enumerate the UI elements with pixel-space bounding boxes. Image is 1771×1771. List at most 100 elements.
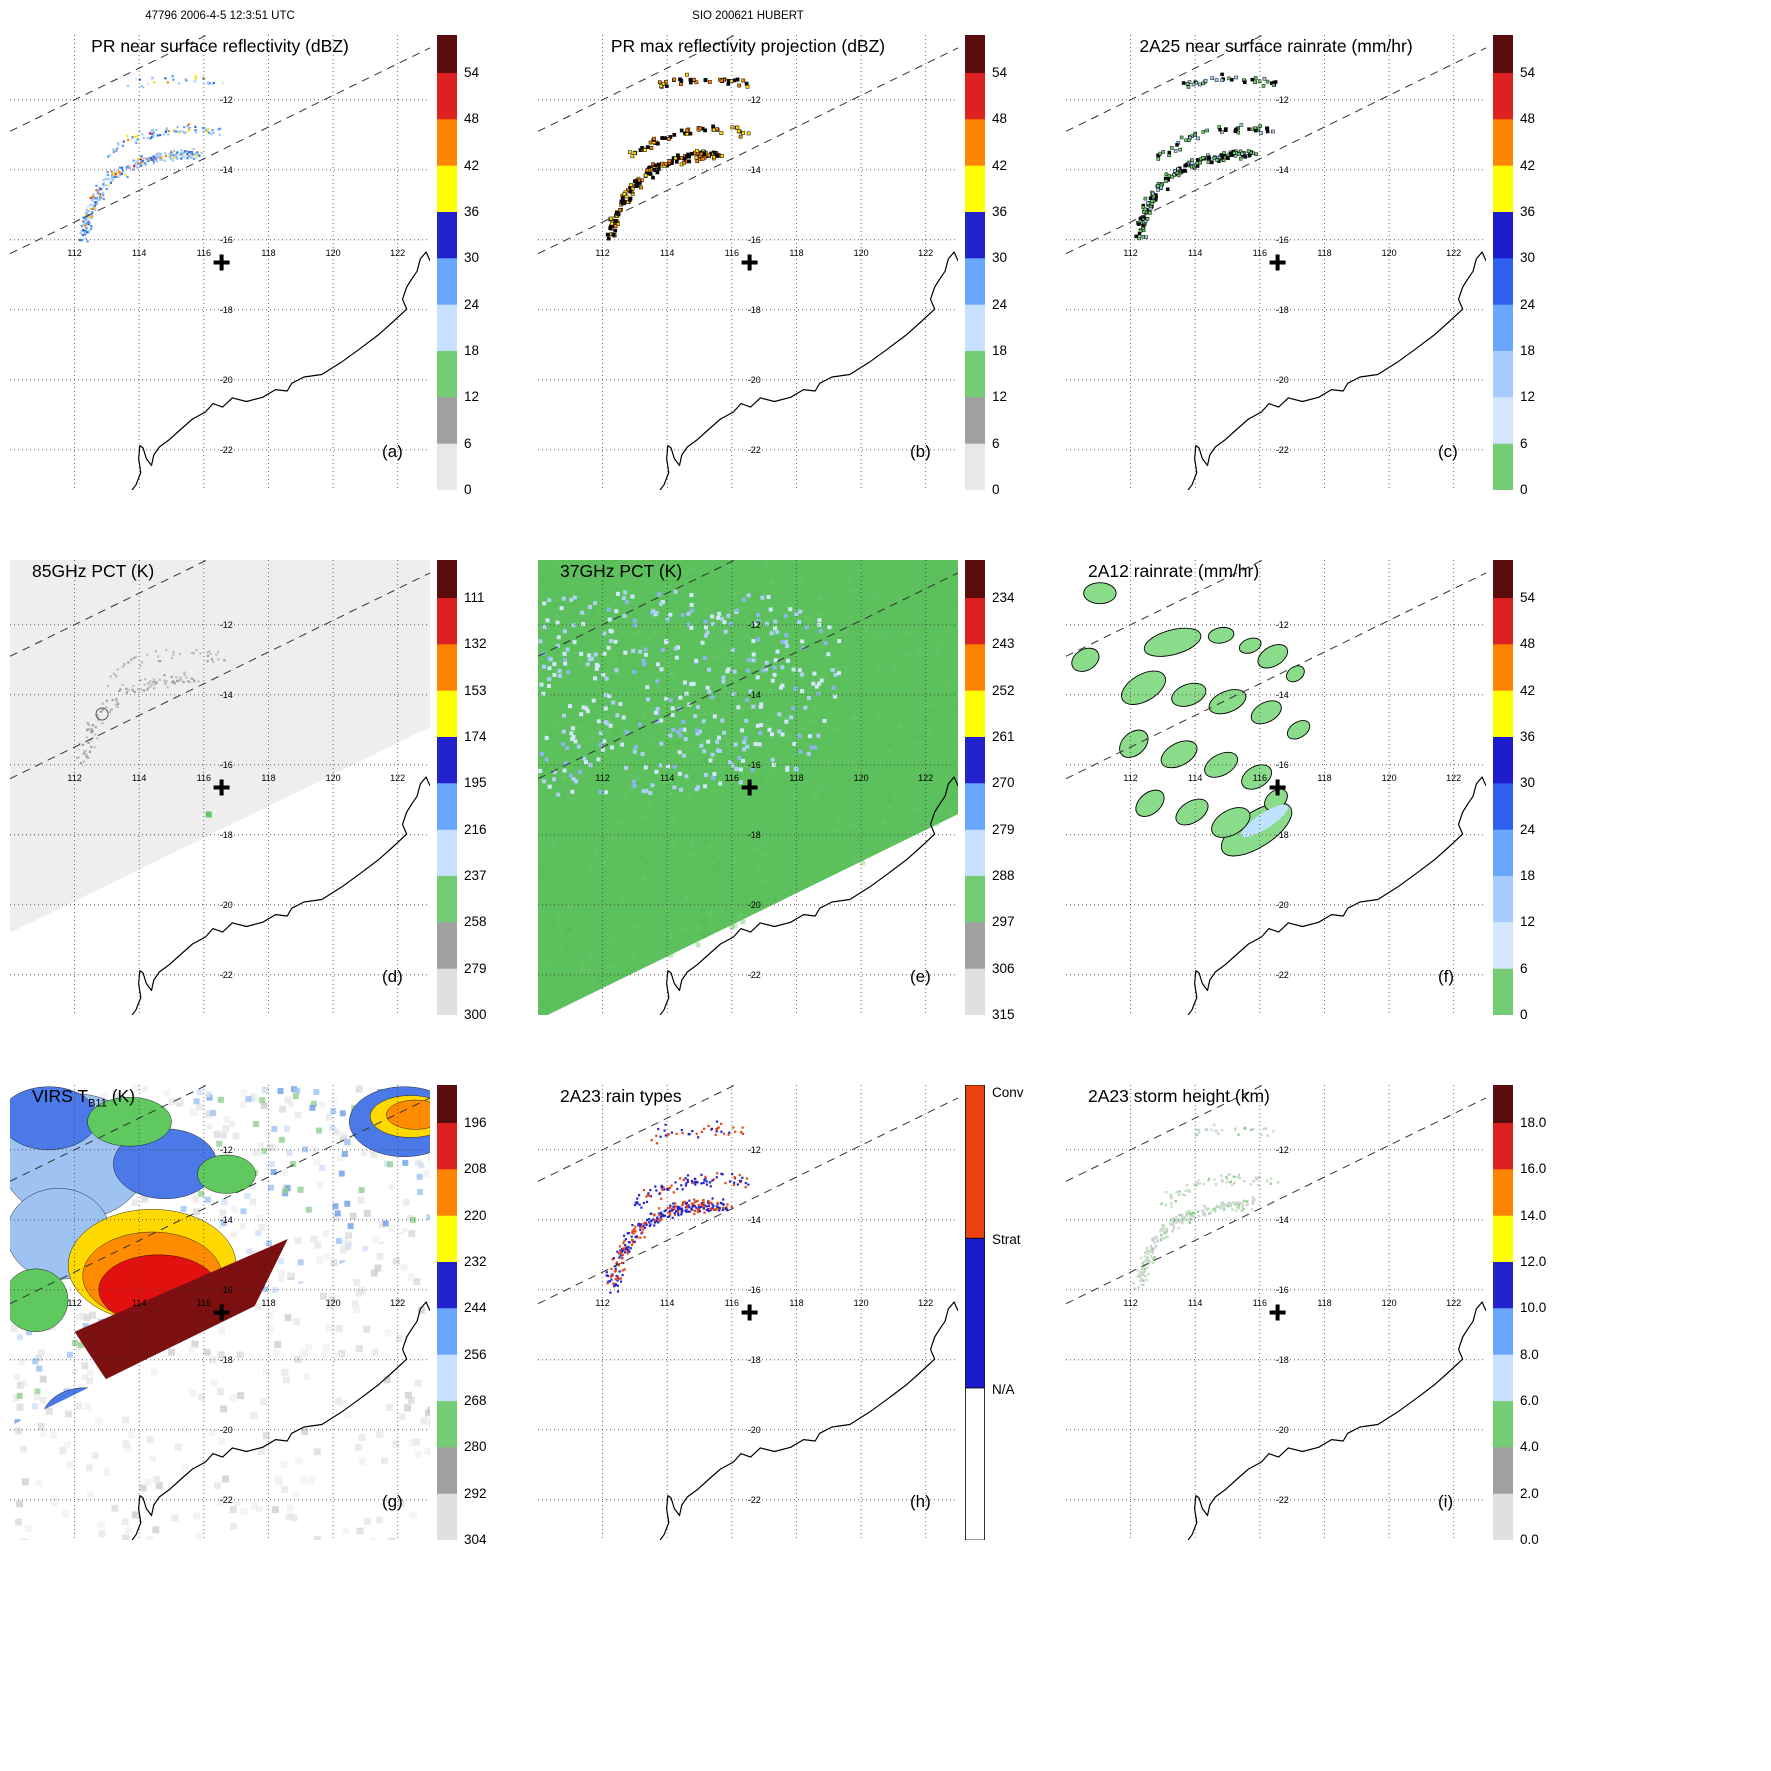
svg-text:118: 118 — [789, 248, 803, 258]
colorbar-g — [437, 1085, 457, 1541]
colorbar-a — [437, 35, 457, 491]
colorbar-tick-label: 18 — [464, 343, 480, 358]
coastline-path — [659, 251, 959, 491]
panel-letter-i: (i) — [1438, 1492, 1454, 1511]
colorbar-tick-label: 315 — [992, 1007, 1015, 1022]
colorbar-segment — [437, 258, 457, 306]
colorbar-tick-label: 220 — [464, 1207, 487, 1223]
storm-center-cross — [1269, 779, 1286, 796]
panel-title-text: PR max reflectivity projection (dBZ) — [610, 36, 886, 56]
colorbar-tick-label: 36 — [1520, 729, 1536, 744]
colorbar-segment — [1493, 1354, 1513, 1402]
svg-text:-18: -18 — [748, 305, 761, 315]
map-d: 112 114 116 118 120 122 -12 -14 -16 -18 -20 -22 — [9, 559, 431, 1016]
colorbar-tick-label: 300 — [464, 1007, 487, 1022]
colorbar-tick-label: 12.0 — [1520, 1254, 1547, 1269]
svg-text:-12: -12 — [748, 1145, 761, 1155]
colorbar-segment — [1493, 968, 1513, 1016]
colorbar-tick-label: 12 — [1520, 389, 1536, 405]
panel-title-text: 2A23 storm height (km) — [1088, 1086, 1270, 1106]
colorbar-segment — [965, 968, 985, 1016]
panel-title-a: PR near surface reflectivity (dBZ) — [10, 36, 430, 60]
panel-title-h: 2A23 rain types — [560, 1086, 682, 1110]
svg-text:-12: -12 — [748, 95, 761, 105]
swath-edge-1 — [1065, 1084, 1264, 1182]
colorbar-tick-label: 42 — [1520, 682, 1536, 698]
colorbar-segment — [437, 1262, 457, 1309]
coastline-path — [1187, 1301, 1487, 1541]
svg-text:-12: -12 — [220, 95, 233, 105]
panel-letter-e: (e) — [910, 967, 931, 986]
colorbar-segment — [1493, 212, 1513, 259]
colorbar-tick-label: 279 — [464, 960, 487, 976]
colorbar-tick-label: 258 — [464, 914, 487, 930]
svg-text:-22: -22 — [1276, 445, 1289, 455]
coastline-path — [659, 776, 959, 1016]
storm-center-cross — [213, 1304, 230, 1321]
map-svg-c: 112 114 116 118 120 122 -12 -14 -16 -18 -20 -22 — [1065, 34, 1487, 491]
scan-header: 47796 2006-4-5 12:3:51 UTC — [145, 10, 295, 22]
svg-text:-16: -16 — [748, 1285, 761, 1295]
svg-text:-14: -14 — [1276, 690, 1289, 700]
svg-text:-18: -18 — [1276, 830, 1289, 840]
colorbar-tick-label: 18 — [1520, 343, 1536, 358]
colorbar-segment — [1493, 737, 1513, 784]
colorbar-c — [1493, 35, 1513, 491]
colorbar-tick-label: 36 — [1520, 204, 1536, 219]
coastline-path — [131, 776, 431, 1016]
map-e: 112 114 116 118 120 122 -12 -14 -16 -18 -20 -22 — [537, 559, 961, 1016]
svg-text:-12: -12 — [220, 620, 233, 630]
svg-text:112: 112 — [595, 1298, 609, 1308]
svg-text:116: 116 — [1253, 248, 1267, 258]
colorbar-tick-label: 111 — [464, 590, 485, 605]
colorbar-segment — [965, 443, 985, 491]
colorbar-segment — [437, 1354, 457, 1402]
swath-edge-2 — [1065, 572, 1487, 780]
svg-text:-16: -16 — [220, 235, 233, 245]
svg-text:116: 116 — [725, 1298, 739, 1308]
colorbar-segment — [437, 922, 457, 970]
swath-edge-1 — [1065, 559, 1264, 657]
svg-text:-22: -22 — [748, 970, 761, 980]
svg-text:120: 120 — [854, 248, 869, 258]
map-h: 112 114 116 118 120 122 -12 -14 -16 -18 -20 -22 — [537, 1084, 959, 1541]
swath-edge-1 — [1065, 34, 1264, 132]
colorbar-segment — [965, 212, 985, 259]
colorbar-segment — [437, 443, 457, 491]
map-g: 112 114 116 118 120 122 -12 -14 -16 -18 -20 -22 — [9, 1084, 437, 1546]
colorbar-tick-label: 6 — [464, 435, 472, 451]
svg-text:120: 120 — [854, 1298, 869, 1308]
colorbar-tick-label: 30 — [992, 250, 1008, 266]
colorbar-tick-label: 252 — [992, 682, 1015, 698]
colorbar-segment — [965, 783, 985, 831]
svg-text:112: 112 — [1123, 248, 1137, 258]
svg-text:-22: -22 — [748, 1495, 761, 1505]
svg-text:122: 122 — [918, 248, 933, 258]
colorbar-tick-label: 304 — [464, 1532, 487, 1547]
svg-text:118: 118 — [1317, 248, 1331, 258]
svg-text:114: 114 — [132, 248, 146, 258]
axis-labels: 112 114 116 118 120 122 -12 -14 -16 -18 -20 -22 — [67, 620, 405, 980]
svg-text:118: 118 — [261, 248, 275, 258]
colorbar-ticks-c: 54 48 42 36 30 24 18 12 6 0 — [1518, 35, 1582, 505]
colorbar-cap — [1493, 35, 1513, 73]
panel-e: 37GHz PCT (K) 112 114 116 118 120 122 -12 -14 -1… — [528, 525, 1055, 1050]
panel-title-text: 2A23 rain types — [560, 1086, 682, 1106]
colorbar-ticks-d: 111 132 153 174 195 216 237 258 279 300 — [462, 560, 526, 1030]
swath-edge-2 — [1065, 47, 1487, 255]
svg-text:122: 122 — [390, 773, 405, 783]
svg-text:-12: -12 — [1276, 1145, 1289, 1155]
colorbar-segment — [1493, 304, 1513, 352]
colorbar-ticks-g: 196 208 220 232 244 256 268 280 292 304 — [462, 1085, 526, 1555]
svg-text:116: 116 — [1253, 1298, 1267, 1308]
svg-text:-12: -12 — [748, 620, 761, 630]
colorbar-tick-label: 24 — [1520, 296, 1536, 312]
colorbar-segment — [965, 397, 985, 445]
colorbar-f — [1493, 560, 1513, 1016]
colorbar-tick-label: 6.0 — [1520, 1393, 1539, 1408]
colorbar-svg-g — [437, 1085, 457, 1541]
colorbar-segment — [437, 598, 457, 645]
colorbar-ticks-a: 54 48 42 36 30 24 18 12 6 0 — [462, 35, 526, 505]
colorbar-tick-label: 54 — [464, 65, 480, 80]
colorbar-tick-label: 12 — [992, 389, 1008, 405]
